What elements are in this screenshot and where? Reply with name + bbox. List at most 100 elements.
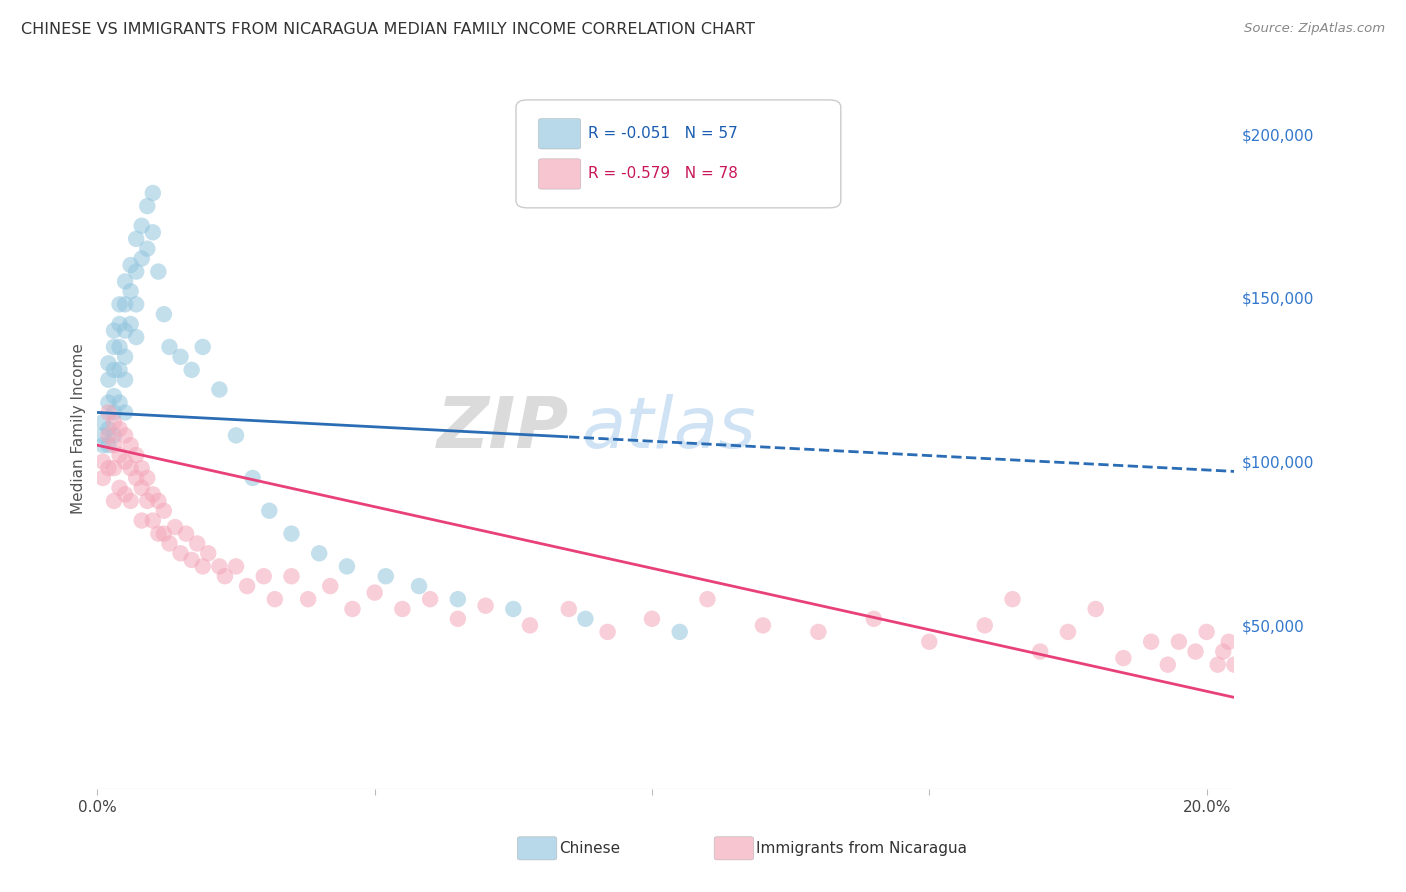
Point — [103, 405, 125, 419]
Point — [148, 494, 170, 508]
Point — [114, 405, 136, 419]
Point — [142, 225, 165, 239]
Point — [153, 526, 176, 541]
Point — [225, 428, 247, 442]
Point — [120, 494, 142, 508]
Point — [1112, 651, 1135, 665]
Point — [180, 553, 202, 567]
Point — [91, 454, 114, 468]
Point — [108, 481, 131, 495]
Point — [91, 428, 114, 442]
Point — [103, 428, 125, 442]
Point — [519, 618, 541, 632]
Point — [447, 612, 470, 626]
Point — [131, 252, 153, 266]
Text: Immigrants from Nicaragua: Immigrants from Nicaragua — [756, 841, 967, 855]
Point — [1157, 657, 1180, 672]
Point — [408, 579, 430, 593]
Point — [1167, 634, 1189, 648]
Point — [297, 592, 319, 607]
Point — [308, 546, 330, 560]
Point — [474, 599, 496, 613]
Point — [97, 373, 120, 387]
Point — [148, 264, 170, 278]
Point — [108, 363, 131, 377]
Point — [114, 275, 136, 289]
Point — [363, 585, 385, 599]
Point — [1218, 634, 1240, 648]
Point — [918, 634, 941, 648]
Text: R = -0.051   N = 57: R = -0.051 N = 57 — [588, 127, 738, 141]
Point — [752, 618, 775, 632]
Point — [163, 520, 186, 534]
Point — [125, 297, 148, 311]
Point — [342, 602, 364, 616]
Point — [596, 624, 619, 639]
Point — [125, 330, 148, 344]
Point — [863, 612, 886, 626]
Point — [142, 487, 165, 501]
Point — [103, 415, 125, 429]
Point — [191, 340, 214, 354]
Point — [153, 307, 176, 321]
Point — [263, 592, 285, 607]
Point — [159, 536, 181, 550]
Point — [114, 373, 136, 387]
Text: Source: ZipAtlas.com: Source: ZipAtlas.com — [1244, 22, 1385, 36]
Point — [136, 242, 159, 256]
Point — [103, 340, 125, 354]
Point — [114, 324, 136, 338]
Point — [1195, 624, 1218, 639]
Point — [97, 428, 120, 442]
Point — [131, 461, 153, 475]
Point — [114, 454, 136, 468]
Point — [1029, 644, 1052, 658]
Point — [131, 481, 153, 495]
Point — [1001, 592, 1024, 607]
Point — [136, 199, 159, 213]
Point — [103, 494, 125, 508]
Text: Chinese: Chinese — [560, 841, 620, 855]
Point — [108, 422, 131, 436]
Point — [97, 356, 120, 370]
Point — [97, 422, 120, 436]
Point — [180, 363, 202, 377]
Point — [97, 405, 120, 419]
Point — [174, 526, 197, 541]
Point — [502, 602, 524, 616]
Point — [208, 559, 231, 574]
Point — [197, 546, 219, 560]
Y-axis label: Median Family Income: Median Family Income — [72, 343, 86, 515]
Point — [120, 317, 142, 331]
Point — [125, 471, 148, 485]
Point — [214, 569, 236, 583]
Point — [280, 526, 302, 541]
Text: ZIP: ZIP — [437, 394, 569, 463]
Text: atlas: atlas — [581, 394, 755, 463]
Point — [131, 514, 153, 528]
Point — [103, 389, 125, 403]
Point — [108, 317, 131, 331]
Point — [136, 494, 159, 508]
Point — [1140, 634, 1163, 648]
Point — [280, 569, 302, 583]
Point — [120, 438, 142, 452]
Point — [169, 350, 191, 364]
Point — [108, 340, 131, 354]
Point — [1206, 657, 1229, 672]
Point — [259, 504, 281, 518]
Point — [574, 612, 596, 626]
Point — [1057, 624, 1080, 639]
Point — [242, 471, 264, 485]
Point — [1084, 602, 1107, 616]
Point — [103, 324, 125, 338]
Point — [191, 559, 214, 574]
Point — [807, 624, 830, 639]
Point — [253, 569, 276, 583]
Point — [114, 297, 136, 311]
Point — [169, 546, 191, 560]
Point — [374, 569, 396, 583]
Point — [668, 624, 690, 639]
Point — [319, 579, 342, 593]
Point — [973, 618, 995, 632]
